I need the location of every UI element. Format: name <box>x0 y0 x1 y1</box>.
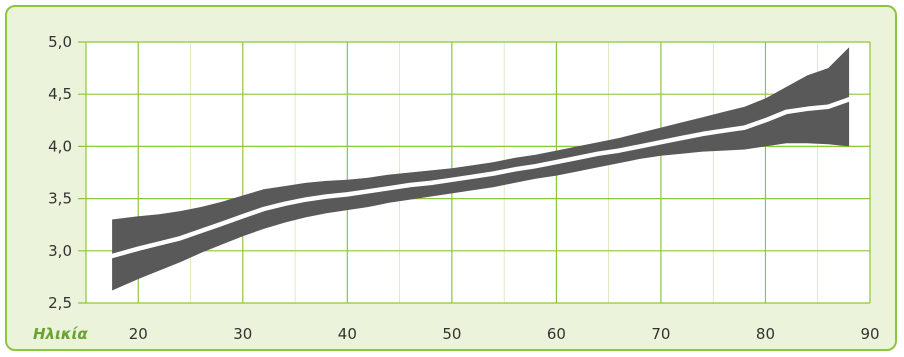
x-tick-label: 60 <box>547 325 566 343</box>
x-tick-label: 20 <box>129 325 148 343</box>
y-tick-label: 5,0 <box>48 33 72 51</box>
y-tick-label: 4,0 <box>48 137 72 155</box>
y-tick-labels: 2,5 3,0 3,5 4,0 4,5 5,0 <box>48 33 72 312</box>
y-tick-label: 2,5 <box>48 294 72 312</box>
x-tick-label: 80 <box>756 325 775 343</box>
y-tick-label: 4,5 <box>48 85 72 103</box>
x-tick-label: 70 <box>651 325 670 343</box>
x-tick-label: 40 <box>338 325 357 343</box>
x-axis-label: Ηλικία <box>33 325 88 343</box>
x-tick-labels: 20 30 40 50 60 70 80 90 <box>129 325 880 343</box>
median-line <box>109 97 852 259</box>
y-tick-label: 3,5 <box>48 190 72 208</box>
x-tick-label: 30 <box>233 325 252 343</box>
x-tick-label: 50 <box>442 325 461 343</box>
chart-marks <box>109 47 852 291</box>
y-tick-label: 3,0 <box>48 242 72 260</box>
range-band <box>112 47 850 291</box>
x-tick-label: 90 <box>860 325 879 343</box>
